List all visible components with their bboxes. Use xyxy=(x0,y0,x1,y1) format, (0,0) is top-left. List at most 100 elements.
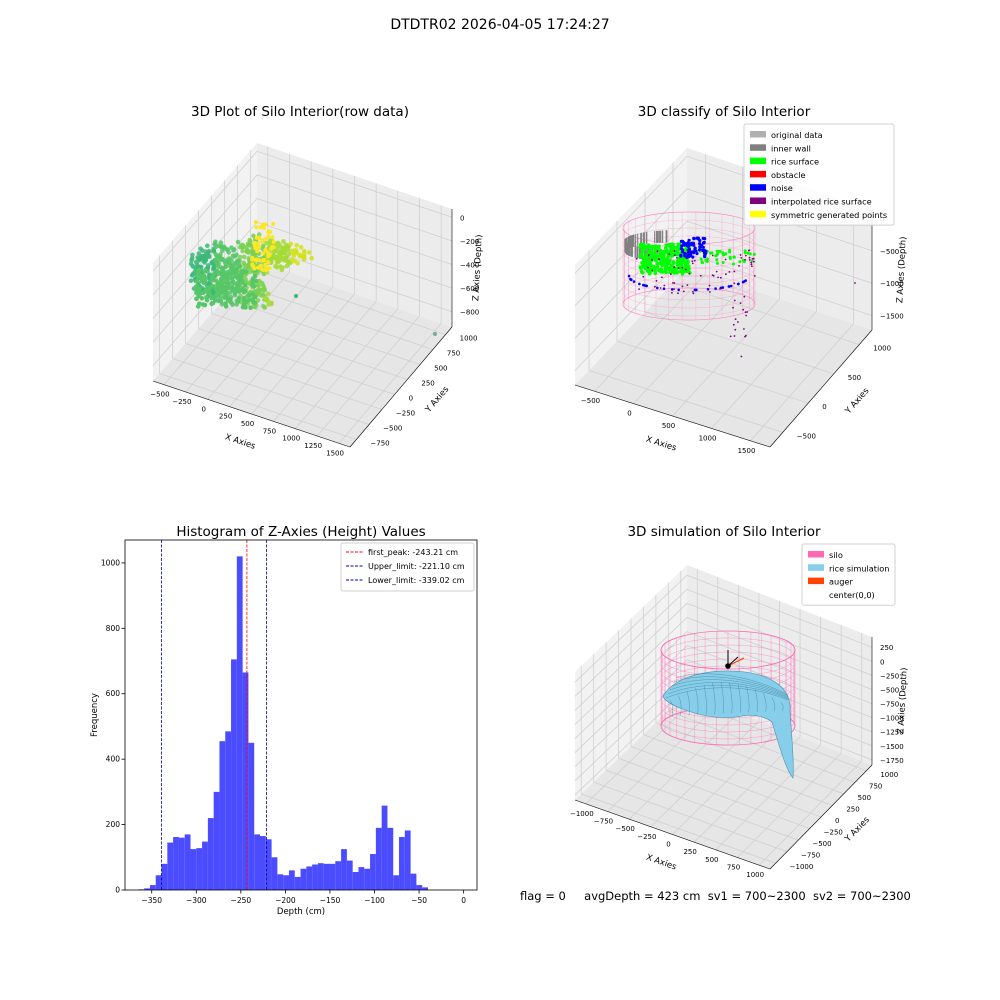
data-point xyxy=(261,283,266,288)
noise-point xyxy=(687,238,691,242)
rice-surface-point xyxy=(664,270,668,275)
x-tick-label: 1500 xyxy=(738,447,756,455)
z-tick-label: 250 xyxy=(880,644,893,652)
noise-point xyxy=(642,283,645,287)
grid-line xyxy=(616,340,809,404)
data-point xyxy=(264,268,269,272)
data-point xyxy=(302,251,307,256)
x-tick-label: 250 xyxy=(219,413,232,421)
data-point xyxy=(256,232,262,237)
data-point xyxy=(238,274,244,280)
interpolated-point xyxy=(744,335,746,338)
histogram-bar xyxy=(219,741,226,890)
legend-swatch xyxy=(750,184,766,191)
pane-left xyxy=(575,148,687,385)
data-point xyxy=(250,297,256,303)
grid-line xyxy=(207,279,312,400)
rice-surface-point xyxy=(679,260,684,264)
grid-line xyxy=(574,188,873,307)
noise-point xyxy=(693,288,697,292)
rice-surface-point xyxy=(715,258,719,262)
data-point xyxy=(227,256,232,261)
interpolated-point xyxy=(717,276,719,279)
data-point xyxy=(260,222,265,227)
interpolated-point xyxy=(743,295,746,298)
rice-surface-point xyxy=(669,263,674,268)
data-point xyxy=(309,255,315,261)
rice-surface-point xyxy=(661,256,666,260)
interpolated-point xyxy=(725,273,727,276)
interpolated-point xyxy=(729,335,732,338)
rice-surface-point xyxy=(653,248,657,252)
y-tick-label: 0 xyxy=(822,403,826,411)
data-point xyxy=(200,254,205,259)
rice-surface-point xyxy=(661,258,666,263)
histogram-bar xyxy=(184,834,191,890)
histogram-bar xyxy=(265,839,272,890)
histogram-bar xyxy=(358,867,365,890)
rice-surface-point xyxy=(721,261,725,264)
data-point xyxy=(250,279,256,285)
interpolated-point xyxy=(673,282,676,284)
histogram-bar xyxy=(335,861,342,890)
interpolated-point xyxy=(724,258,727,261)
x-tick-label: 0 xyxy=(666,841,670,849)
histogram-bar xyxy=(196,848,203,890)
legend-label: interpolated rice surface xyxy=(771,197,872,207)
data-point xyxy=(260,243,266,249)
data-point xyxy=(211,248,217,254)
data-point xyxy=(214,259,219,265)
y-tick-label: 1000 xyxy=(873,345,891,353)
rice-surface-point xyxy=(638,254,643,259)
z-histogram-plot: Histogram of Z-Axies (Height) Values −350… xyxy=(90,524,478,917)
rice-surface-point xyxy=(743,251,747,255)
y-axis-line xyxy=(349,326,453,448)
y-tick-label: −500 xyxy=(797,432,816,440)
data-point xyxy=(218,277,224,282)
data-point xyxy=(216,298,221,304)
data-point xyxy=(241,303,247,309)
rice-surface-point xyxy=(723,252,727,256)
x-tick-label: −250 xyxy=(172,398,191,406)
legend-box xyxy=(340,542,475,592)
data-point xyxy=(204,287,209,293)
data-point xyxy=(223,301,228,306)
noise-point xyxy=(679,239,684,243)
y-tick-label: 400 xyxy=(106,755,121,764)
x-tick-label: 1250 xyxy=(304,442,322,450)
interpolated-point xyxy=(684,268,687,271)
data-point xyxy=(210,284,215,289)
data-point xyxy=(283,242,289,248)
interpolated-point xyxy=(651,259,653,261)
interpolated-point xyxy=(753,260,755,263)
data-point xyxy=(270,245,275,250)
data-point xyxy=(218,240,224,245)
legend-label: symmetric generated points xyxy=(771,210,887,220)
data-point xyxy=(233,273,239,279)
data-point xyxy=(201,275,207,280)
grid-line xyxy=(594,273,706,392)
interpolated-point xyxy=(738,265,740,267)
rice-surface-point xyxy=(674,251,678,255)
rice-surface-point xyxy=(659,261,664,266)
noise-point xyxy=(714,287,717,290)
y-axis-label: Frequency xyxy=(90,693,100,737)
x-tick-label: 500 xyxy=(662,422,675,430)
data-point xyxy=(230,302,235,307)
rice-surface-point xyxy=(685,261,689,266)
data-point xyxy=(297,253,303,259)
z-tick-label: 0 xyxy=(460,214,464,222)
grid-line xyxy=(224,298,421,365)
data-point xyxy=(270,235,275,240)
grid-line xyxy=(574,602,873,711)
histogram-bar xyxy=(161,863,168,890)
rice-surface-point xyxy=(662,262,667,267)
grid-line xyxy=(574,617,873,725)
interpolated-point xyxy=(744,254,747,257)
surface-mesh-line xyxy=(669,699,673,717)
data-point xyxy=(266,260,271,265)
legend-label: rice surface xyxy=(771,157,819,167)
interpolated-point xyxy=(733,335,736,337)
interpolated-point xyxy=(739,302,742,304)
interpolated-point xyxy=(711,274,714,277)
